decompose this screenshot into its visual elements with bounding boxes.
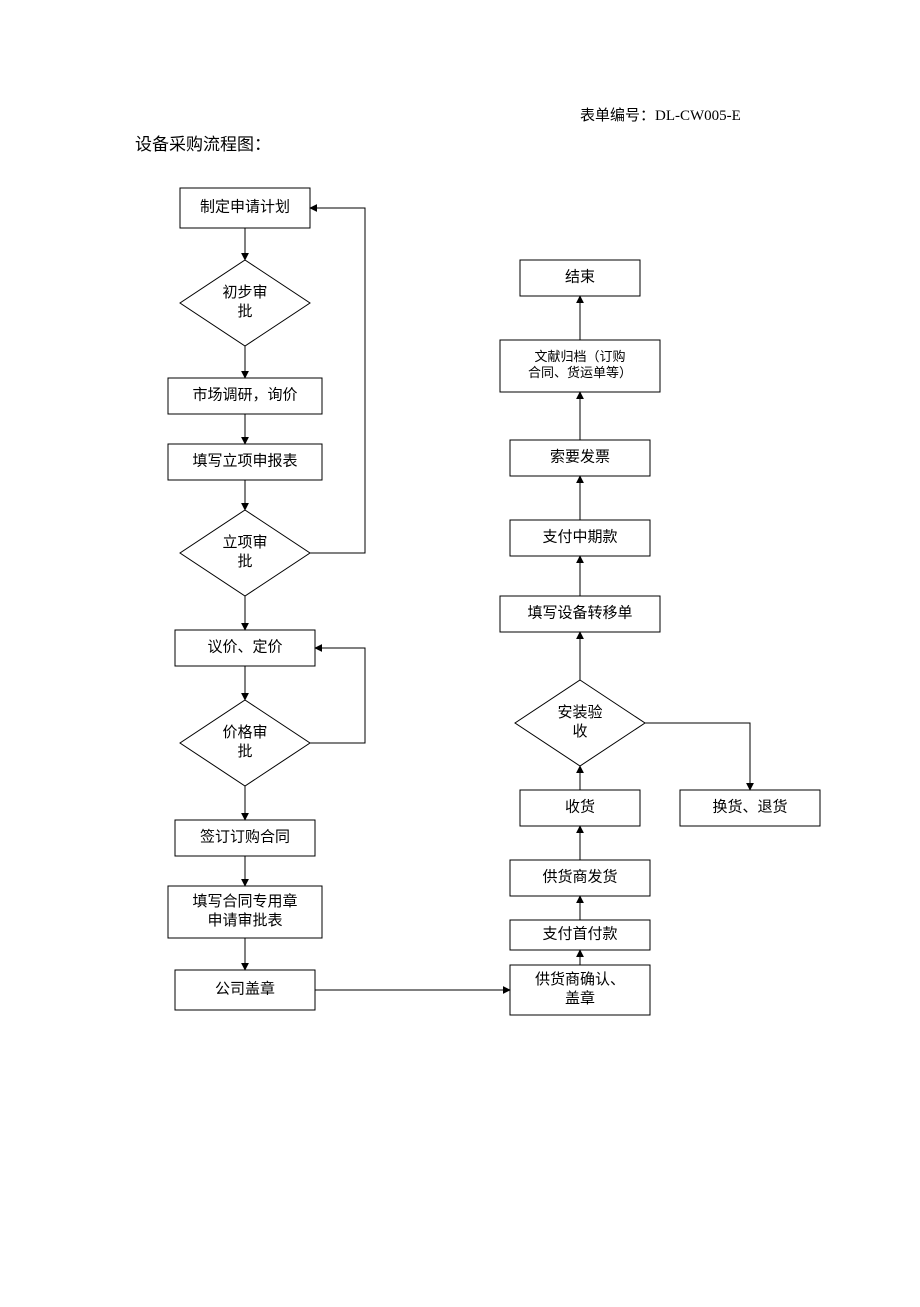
node-label: 支付中期款 [542, 528, 617, 545]
flow-edge [310, 648, 365, 743]
process-r9: 结束 [520, 260, 640, 296]
flow-edge [645, 723, 750, 790]
process-n2: 市场调研，询价 [168, 378, 322, 414]
node-label: 市场调研，询价 [192, 386, 297, 403]
process-r10: 换货、退货 [680, 790, 820, 826]
node-label: 批 [237, 553, 252, 570]
decision-d3: 价格审批 [180, 700, 310, 786]
process-r4: 收货 [520, 790, 640, 826]
node-label: 公司盖章 [215, 979, 275, 997]
node-label: 盖章 [565, 989, 595, 1007]
process-r3: 供货商发货 [510, 860, 650, 896]
process-n7: 公司盖章 [175, 970, 315, 1010]
node-label: 支付首付款 [542, 925, 617, 942]
process-n4: 议价、定价 [175, 630, 315, 666]
node-label: 供货商确认、 [535, 971, 625, 988]
node-label: 批 [237, 743, 252, 760]
flowchart-title: 设备采购流程图： [135, 135, 271, 154]
node-label: 初步审 [222, 284, 267, 301]
node-label: 索要发票 [550, 448, 610, 465]
process-r1: 供货商确认、盖章 [510, 965, 650, 1015]
process-n3: 填写立项申报表 [168, 444, 322, 480]
node-label: 收货 [565, 798, 595, 815]
node-label: 安装验 [557, 704, 602, 721]
node-label: 换货、退货 [712, 798, 787, 815]
node-label: 制定申请计划 [200, 198, 290, 215]
process-n1: 制定申请计划 [180, 188, 310, 228]
node-label: 文献归档（订购 [534, 349, 625, 364]
process-r5: 填写设备转移单 [500, 596, 660, 632]
node-label: 签订订购合同 [200, 828, 290, 845]
process-r8: 文献归档（订购合同、货运单等） [500, 340, 660, 392]
decision-d1: 初步审批 [180, 260, 310, 346]
node-label: 申请审批表 [207, 912, 282, 929]
node-label: 填写合同专用章 [192, 892, 297, 910]
flowchart-canvas: 表单编号：DL-CW005-E设备采购流程图：制定申请计划初步审批市场调研，询价… [0, 0, 920, 1302]
node-label: 合同、货运单等） [528, 365, 632, 380]
process-n5: 签订订购合同 [175, 820, 315, 856]
process-r6: 支付中期款 [510, 520, 650, 556]
decision-d4: 安装验收 [515, 680, 645, 766]
decision-d2: 立项审批 [180, 510, 310, 596]
process-r2: 支付首付款 [510, 920, 650, 950]
node-label: 填写设备转移单 [527, 604, 632, 621]
form-number-label: 表单编号：DL-CW005-E [580, 107, 741, 124]
process-r7: 索要发票 [510, 440, 650, 476]
node-label: 立项审 [222, 534, 267, 551]
node-label: 议价、定价 [207, 638, 282, 655]
process-n6: 填写合同专用章申请审批表 [168, 886, 322, 938]
node-label: 结束 [565, 268, 595, 285]
node-label: 填写立项申报表 [192, 452, 297, 469]
node-label: 批 [237, 303, 252, 320]
node-label: 收 [572, 723, 587, 740]
node-label: 供货商发货 [542, 868, 617, 885]
node-label: 价格审 [222, 724, 267, 741]
